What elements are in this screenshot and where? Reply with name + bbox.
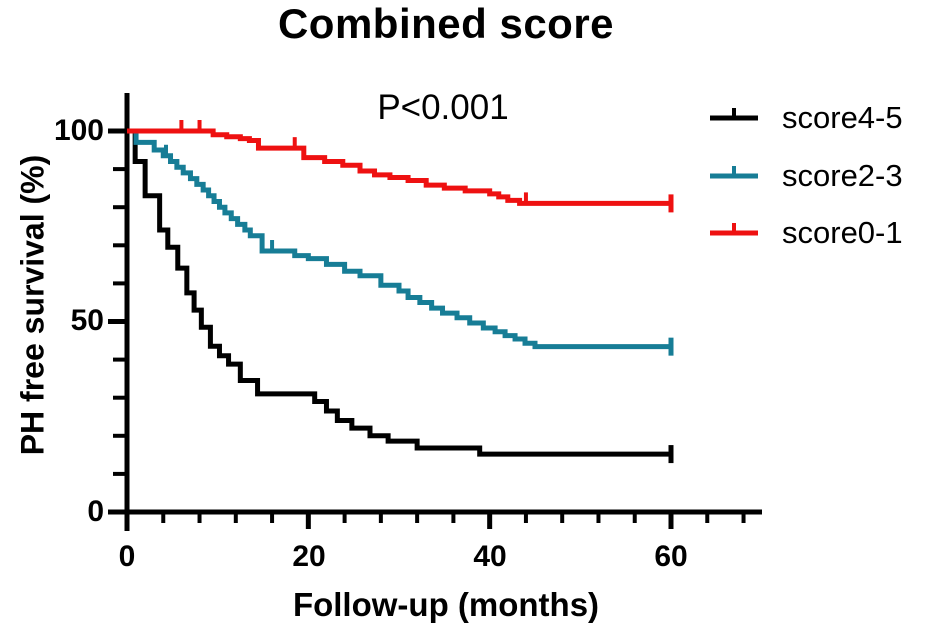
km-curve-score0-1: [127, 128, 672, 206]
y-tick-label-100: 100: [53, 114, 104, 147]
x-tick-label-20: 20: [292, 540, 326, 573]
chart-title: Combined score: [277, 0, 615, 47]
x-axis-label: Follow-up (months): [292, 586, 600, 623]
x-tick-label-0: 0: [118, 540, 136, 573]
legend-item-score0-1: score0-1: [708, 215, 903, 251]
x-tick-label-40: 40: [473, 540, 507, 573]
km-curve-score2-3: [127, 128, 672, 350]
legend-item-score2-3: score2-3: [708, 158, 903, 194]
legend-swatch-score4-5: [710, 108, 758, 121]
legend-label-score0-1: score0-1: [782, 215, 903, 250]
legend-swatch-score0-1: [710, 223, 758, 236]
legend-item-score4-5: score4-5: [708, 100, 903, 136]
legend-swatch-score2-3: [710, 166, 758, 179]
legend-label-score4-5: score4-5: [782, 100, 903, 135]
y-tick-label-50: 50: [70, 304, 104, 337]
km-curve-score4-5: [127, 128, 672, 457]
x-tick-label-60: 60: [654, 540, 688, 573]
legend-label-score2-3: score2-3: [782, 158, 903, 193]
p-value-annotation: P<0.001: [377, 88, 509, 127]
y-tick-label-0: 0: [87, 495, 104, 528]
